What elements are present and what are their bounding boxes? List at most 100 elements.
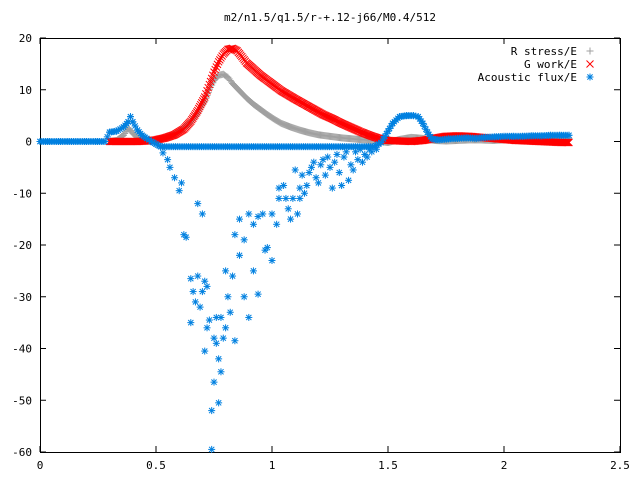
- data-point: [214, 57, 223, 66]
- data-point: [208, 445, 216, 453]
- data-point: [196, 100, 205, 109]
- y-tick-label: 20: [19, 32, 32, 45]
- data-point: [331, 158, 339, 166]
- data-point: [275, 194, 283, 202]
- data-point: [178, 179, 186, 187]
- data-point: [197, 98, 206, 107]
- data-point: [563, 138, 571, 147]
- y-tick-label: -10: [12, 187, 32, 200]
- y-axis: -60 -50 -40 -30 -20 -10 0 10 20: [12, 32, 620, 459]
- data-point: [229, 272, 237, 280]
- data-point: [182, 233, 190, 241]
- series-1: [105, 44, 573, 147]
- legend-label: G work/E: [524, 58, 577, 71]
- y-tick-label: -20: [12, 239, 32, 252]
- data-point: [326, 163, 334, 171]
- data-point: [213, 60, 222, 69]
- data-point: [562, 138, 570, 147]
- data-point: [245, 210, 253, 218]
- chart-title: m2/n1.5/q1.5/r-+.12-j66/M0.4/512: [224, 11, 436, 24]
- data-point: [222, 267, 230, 275]
- data-point: [217, 54, 225, 62]
- x-axis: 0 0.5 1 1.5 2 2.5: [37, 38, 630, 472]
- data-point: [268, 210, 276, 218]
- data-point: [294, 210, 302, 218]
- data-point: [236, 215, 244, 223]
- data-point: [282, 194, 290, 202]
- data-point: [564, 138, 572, 147]
- data-point: [328, 184, 336, 192]
- legend-label: Acoustic flux/E: [478, 71, 577, 84]
- data-point: [189, 288, 197, 296]
- data-point: [565, 138, 573, 147]
- x-tick-label: 2.5: [610, 459, 630, 472]
- data-point: [231, 337, 239, 345]
- data-point: [219, 334, 227, 342]
- legend-marker: [586, 60, 594, 68]
- data-point: [349, 166, 357, 174]
- data-point: [187, 319, 195, 327]
- data-point: [194, 104, 203, 113]
- data-point: [203, 324, 211, 332]
- data-point: [208, 407, 216, 415]
- y-tick-label: 10: [19, 84, 32, 97]
- data-point: [201, 347, 209, 355]
- data-point: [347, 161, 355, 169]
- y-tick-label: -30: [12, 291, 32, 304]
- data-point: [120, 131, 128, 139]
- y-tick-label: -40: [12, 343, 32, 356]
- data-point: [194, 272, 202, 280]
- plot-frame: [40, 38, 621, 453]
- data-point: [368, 148, 376, 156]
- data-point: [198, 210, 206, 218]
- data-point: [310, 158, 318, 166]
- data-point: [249, 267, 257, 275]
- data-point: [268, 257, 276, 265]
- data-point: [203, 282, 211, 290]
- data-point: [363, 153, 371, 161]
- legend-marker: [586, 73, 594, 81]
- data-point: [254, 213, 262, 221]
- data-point: [198, 288, 206, 296]
- x-tick-label: 1: [269, 459, 276, 472]
- data-point: [187, 275, 195, 283]
- plot-series: [36, 44, 573, 453]
- data-point: [198, 96, 207, 105]
- data-point: [217, 368, 225, 376]
- data-point: [210, 68, 218, 77]
- data-point: [164, 156, 172, 164]
- data-point: [296, 194, 304, 202]
- data-point: [210, 378, 218, 386]
- data-point: [166, 163, 174, 171]
- data-point: [215, 355, 223, 363]
- data-point: [171, 174, 179, 182]
- series-2: [36, 112, 573, 453]
- data-point: [259, 210, 267, 218]
- data-point: [195, 102, 204, 111]
- data-point: [280, 181, 288, 189]
- data-point: [240, 293, 248, 301]
- data-point: [121, 129, 129, 137]
- data-point: [240, 236, 248, 244]
- legend-marker: [586, 47, 594, 55]
- data-point: [314, 179, 322, 187]
- data-point: [193, 106, 202, 115]
- data-point: [196, 303, 204, 311]
- data-point: [215, 56, 224, 64]
- data-point: [211, 65, 220, 74]
- legend-label: R stress/E: [511, 45, 577, 58]
- y-tick-label: -60: [12, 446, 32, 459]
- data-point: [218, 52, 226, 60]
- data-point: [321, 171, 329, 179]
- data-point: [199, 95, 208, 103]
- data-point: [205, 316, 213, 324]
- data-point: [263, 244, 271, 252]
- data-point: [217, 313, 225, 321]
- data-point: [212, 63, 221, 71]
- data-point: [284, 205, 292, 213]
- data-point: [101, 138, 109, 145]
- data-point: [194, 200, 202, 208]
- data-point: [254, 290, 262, 298]
- data-point: [231, 231, 239, 239]
